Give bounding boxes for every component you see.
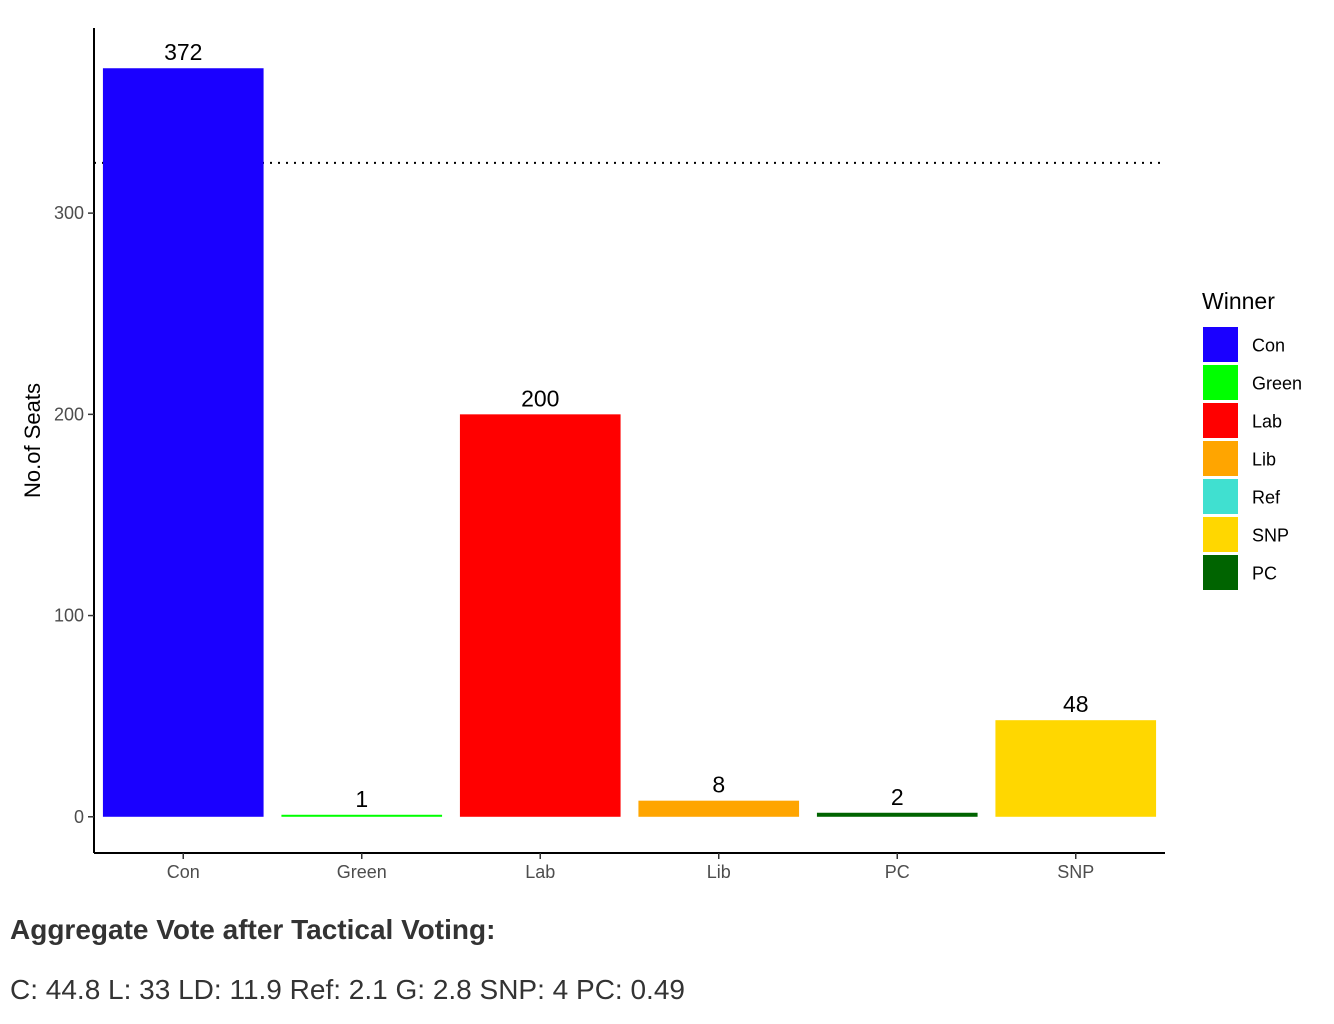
legend-label-ref: Ref — [1252, 488, 1281, 508]
legend-label-lab: Lab — [1252, 412, 1282, 432]
legend-label-con: Con — [1252, 336, 1285, 356]
legend-swatch-snp — [1203, 517, 1238, 552]
y-tick-label: 200 — [54, 404, 84, 424]
data-label-con: 372 — [164, 39, 202, 65]
legend-swatch-lib — [1203, 441, 1238, 476]
legend: Winner Con Green Lab Lib Ref SNP PC — [1202, 288, 1302, 590]
legend-swatch-green — [1203, 365, 1238, 400]
legend-label-green: Green — [1252, 374, 1302, 394]
x-tick-label: SNP — [1057, 862, 1094, 882]
data-labels-layer: 372 1 200 8 2 48 — [164, 39, 1088, 812]
legend-label-pc: PC — [1252, 564, 1277, 584]
bar-con — [102, 68, 264, 817]
bar-lab — [459, 414, 621, 817]
data-label-lib: 8 — [712, 772, 725, 798]
bar-snp — [995, 720, 1157, 817]
y-tick-label: 0 — [74, 807, 84, 827]
legend-label-snp: SNP — [1252, 526, 1289, 546]
data-label-pc: 2 — [891, 784, 904, 810]
bar-green — [281, 814, 443, 817]
data-label-lab: 200 — [521, 385, 559, 411]
legend-swatch-lab — [1203, 403, 1238, 438]
legend-title: Winner — [1202, 288, 1275, 314]
x-tick-label: Lab — [525, 862, 555, 882]
legend-swatch-pc — [1203, 555, 1238, 590]
data-label-green: 1 — [355, 786, 368, 812]
y-tick-label: 100 — [54, 606, 84, 626]
seat-bar-chart: 372 1 200 8 2 48 0 100 200 300 Con Green Lab Lib PC SN… — [20, 28, 1302, 882]
caption-vote-shares: C: 44.8 L: 33 LD: 11.9 Ref: 2.1 G: 2.8 S… — [10, 974, 685, 1005]
x-tick-label: Con — [167, 862, 200, 882]
legend-swatch-ref — [1203, 479, 1238, 514]
bar-pc — [816, 812, 978, 817]
x-tick-label: PC — [885, 862, 910, 882]
y-axis-title: No.of Seats — [20, 383, 45, 498]
bar-lib — [638, 800, 800, 817]
axes-layer: 0 100 200 300 Con Green Lab Lib PC SNP No.of Seats — [20, 28, 1165, 882]
caption-title: Aggregate Vote after Tactical Voting: — [10, 914, 496, 945]
x-tick-label: Lib — [707, 862, 731, 882]
legend-swatch-con — [1203, 327, 1238, 362]
legend-label-lib: Lib — [1252, 450, 1276, 470]
bars-layer — [102, 68, 1157, 817]
y-tick-label: 300 — [54, 203, 84, 223]
x-tick-label: Green — [337, 862, 387, 882]
data-label-snp: 48 — [1063, 691, 1089, 717]
